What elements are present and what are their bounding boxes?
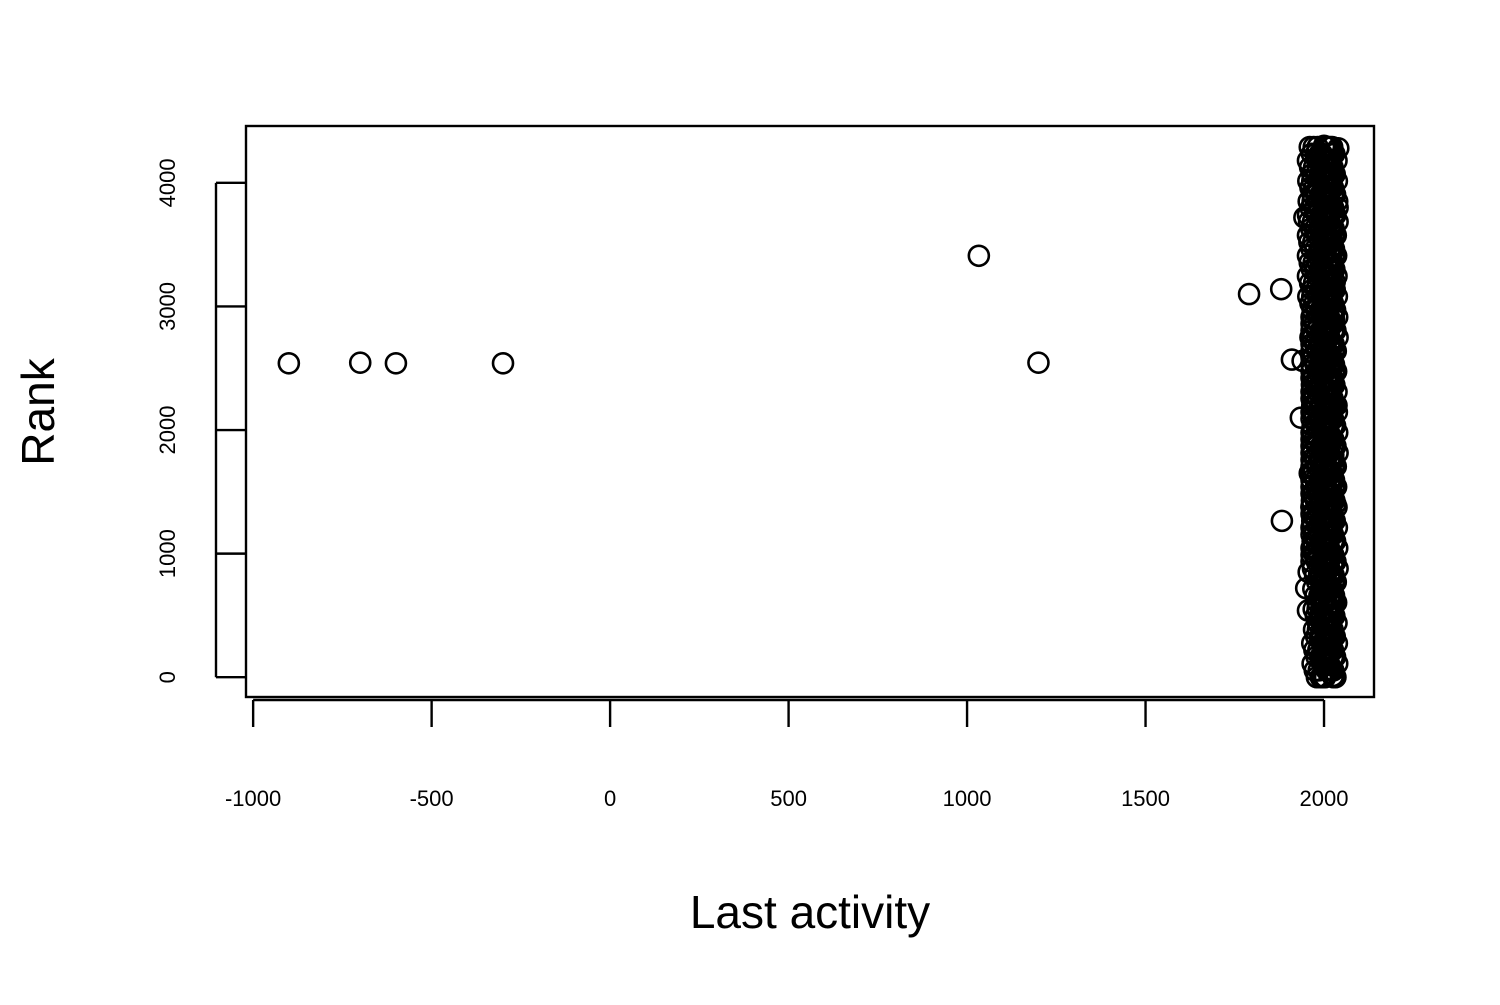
- points-layer: [277, 134, 1350, 689]
- y-tick-label: 2000: [155, 406, 180, 455]
- x-axis: -1000 -500 0 500 1000 1500 2000: [225, 698, 1349, 811]
- x-tick-label: 500: [770, 786, 807, 811]
- data-point: [967, 244, 991, 268]
- x-tick-label: 0: [604, 786, 616, 811]
- data-point: [491, 351, 515, 375]
- data-point: [1027, 351, 1050, 374]
- x-tick-label: 1000: [943, 786, 992, 811]
- data-point: [1270, 509, 1294, 533]
- data-point: [384, 351, 408, 375]
- plot-area-frame: [244, 124, 1376, 699]
- data-point: [348, 351, 372, 374]
- data-point: [1269, 277, 1293, 301]
- data-point: [277, 351, 301, 375]
- x-axis-title: Last activity: [690, 886, 930, 938]
- x-tick-label: 1500: [1121, 786, 1170, 811]
- dense-point-band: [1296, 135, 1349, 689]
- y-tick-label: 0: [155, 671, 180, 683]
- x-tick-label: -1000: [225, 786, 281, 811]
- data-point: [1237, 282, 1261, 306]
- y-tick-label: 1000: [155, 529, 180, 578]
- x-tick-label: -500: [410, 786, 454, 811]
- y-axis: 0 1000 2000 3000 4000: [155, 158, 246, 683]
- x-tick-label: 2000: [1300, 786, 1349, 811]
- data-point: [1306, 135, 1329, 159]
- y-tick-label: 4000: [155, 158, 180, 207]
- y-tick-label: 3000: [155, 282, 180, 331]
- data-point: [1320, 135, 1344, 159]
- y-axis-title: Rank: [12, 357, 64, 465]
